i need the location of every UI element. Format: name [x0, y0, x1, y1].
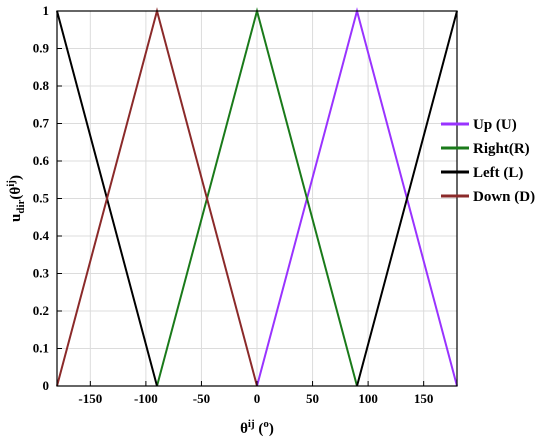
- legend-label: Up (U): [473, 117, 517, 133]
- grid: [57, 10, 457, 387]
- y-tick-label: 0.1: [33, 341, 49, 356]
- y-tick-label: 0.9: [33, 41, 50, 56]
- y-axis-label-sub: dir: [15, 199, 27, 213]
- legend-label: Down (D): [473, 189, 535, 205]
- y-tick-label: 1: [43, 3, 50, 18]
- series-line-left-l: [356, 10, 458, 387]
- x-tick-label: -150: [78, 391, 102, 406]
- x-tick-label: -50: [193, 391, 210, 406]
- y-tick-label: 0.3: [33, 266, 50, 281]
- y-tick-label: 0.6: [33, 153, 50, 168]
- y-axis-label-open: (θ: [8, 187, 24, 200]
- y-tick-label: 0.2: [33, 303, 49, 318]
- y-tick-label: 0.5: [33, 191, 50, 206]
- y-tick-label: 0: [43, 378, 50, 393]
- x-axis-label-unit-open: (: [255, 421, 264, 437]
- x-axis-label-unit-sup: o: [263, 418, 269, 430]
- x-tick-label: 100: [358, 391, 378, 406]
- y-tick-label: 0.8: [33, 78, 50, 93]
- legend-label: Left (L): [473, 165, 523, 181]
- x-tick-label: 150: [414, 391, 434, 406]
- y-axis-label: udir(θij): [5, 175, 27, 222]
- y-axis-label-close: ): [8, 175, 24, 180]
- x-tick-label: 0: [254, 391, 261, 406]
- ticks: 0 0.1 0.2 0.3 0.4 0.5 0.6 0.7 0.8 0.9 1 -150 -100 -50…: [33, 3, 434, 406]
- y-axis-label-base: u: [8, 214, 24, 222]
- x-axis-label-sup: ij: [248, 418, 255, 430]
- x-axis-label-unit-close: ): [269, 421, 274, 437]
- x-axis-label-base: θ: [240, 421, 248, 437]
- x-axis-label: θij (o): [240, 418, 274, 437]
- legend-label: Right(R): [473, 141, 530, 157]
- y-axis-label-sup: ij: [5, 180, 17, 187]
- legend: Up (U) Right(R) Left (L) Down (D): [441, 117, 535, 205]
- y-tick-label: 0.7: [33, 116, 50, 131]
- y-tick-label: 0.4: [33, 228, 50, 243]
- x-tick-label: 50: [306, 391, 319, 406]
- x-tick-label: -100: [134, 391, 158, 406]
